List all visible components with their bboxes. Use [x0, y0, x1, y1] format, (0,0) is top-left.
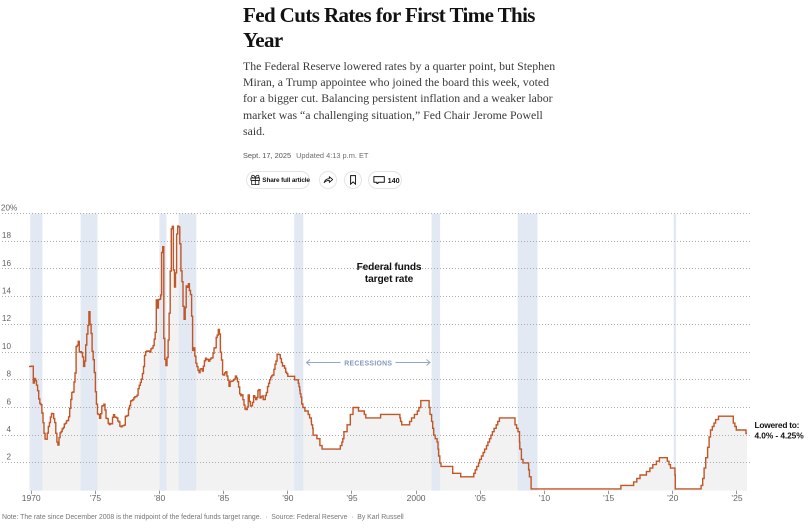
svg-text:’10: ’10	[539, 493, 551, 503]
svg-text:8: 8	[6, 370, 11, 379]
svg-text:’20: ’20	[667, 493, 679, 503]
svg-text:’95: ’95	[346, 493, 358, 503]
svg-text:Lowered to:: Lowered to:	[755, 420, 800, 430]
svg-text:12: 12	[2, 314, 12, 323]
svg-text:’85: ’85	[218, 493, 230, 503]
svg-text:20%: 20%	[1, 203, 17, 212]
svg-text:18: 18	[2, 231, 12, 240]
svg-text:16: 16	[2, 259, 12, 268]
svg-text:2000: 2000	[407, 493, 426, 503]
svg-text:RECESSIONS: RECESSIONS	[344, 360, 392, 367]
svg-text:1970: 1970	[22, 493, 41, 503]
svg-text:6: 6	[6, 397, 11, 406]
svg-text:’80: ’80	[154, 493, 166, 503]
svg-text:’05: ’05	[475, 493, 487, 503]
svg-text:’90: ’90	[282, 493, 294, 503]
svg-text:’75: ’75	[90, 493, 102, 503]
svg-text:’15: ’15	[603, 493, 615, 503]
svg-text:4.0% - 4.25%: 4.0% - 4.25%	[755, 430, 805, 440]
svg-text:’25: ’25	[731, 493, 743, 503]
svg-text:14: 14	[2, 287, 12, 296]
svg-text:target rate: target rate	[365, 274, 414, 285]
svg-text:2: 2	[6, 453, 11, 462]
svg-text:4: 4	[6, 425, 11, 434]
svg-text:10: 10	[2, 342, 12, 351]
svg-text:Federal funds: Federal funds	[357, 262, 422, 273]
